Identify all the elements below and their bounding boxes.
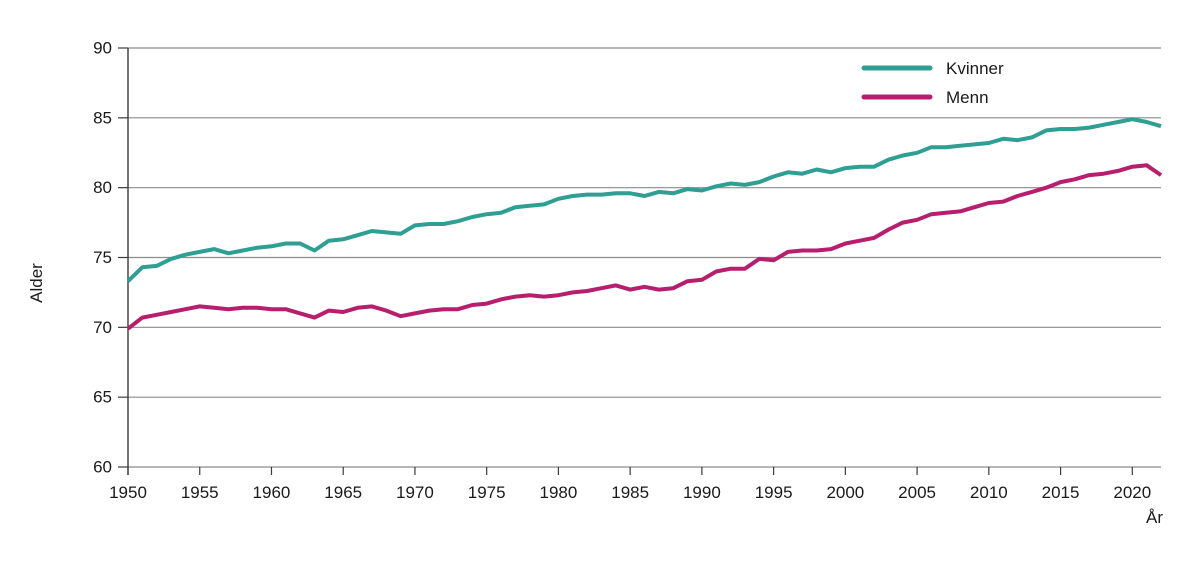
data-series [126, 117, 1163, 331]
y-tick-label: 90 [93, 39, 112, 58]
x-tick-label: 1985 [611, 483, 649, 502]
x-tick-label: 1990 [683, 483, 721, 502]
legend-label-kvinner: Kvinner [946, 59, 1004, 78]
x-tick-label: 1955 [181, 483, 219, 502]
y-axis-title: Alder [27, 263, 46, 303]
y-tick-label: 60 [93, 458, 112, 477]
x-tick-label: 1950 [109, 483, 147, 502]
legend: Kvinner Menn [861, 59, 1004, 107]
x-tick-label: 1970 [396, 483, 434, 502]
y-tick-label: 65 [93, 388, 112, 407]
x-tick-label: 2005 [898, 483, 936, 502]
x-tick-label: 1995 [755, 483, 793, 502]
x-tick-label: 2020 [1113, 483, 1151, 502]
y-tick-label: 80 [93, 178, 112, 197]
y-tick-label: 70 [93, 318, 112, 337]
series-line-menn [126, 163, 1163, 331]
y-tick-label: 75 [93, 248, 112, 267]
series-line-kvinner [126, 117, 1162, 283]
x-tick-label: 1965 [324, 483, 362, 502]
gridlines [128, 47, 1161, 468]
x-tick-label: 1975 [468, 483, 506, 502]
x-tick-label: 2000 [826, 483, 864, 502]
x-tick-label: 1960 [253, 483, 291, 502]
y-tick-label: 85 [93, 108, 112, 127]
x-tick-label: 1980 [540, 483, 578, 502]
legend-label-menn: Menn [946, 88, 989, 107]
axes: 60 65 70 75 80 85 90 1950 1955 1960 1965 1970 1975 19… [93, 39, 1151, 503]
x-tick-label: 2015 [1042, 483, 1080, 502]
x-tick-label: 2010 [970, 483, 1008, 502]
x-axis-title: År [1146, 508, 1163, 527]
